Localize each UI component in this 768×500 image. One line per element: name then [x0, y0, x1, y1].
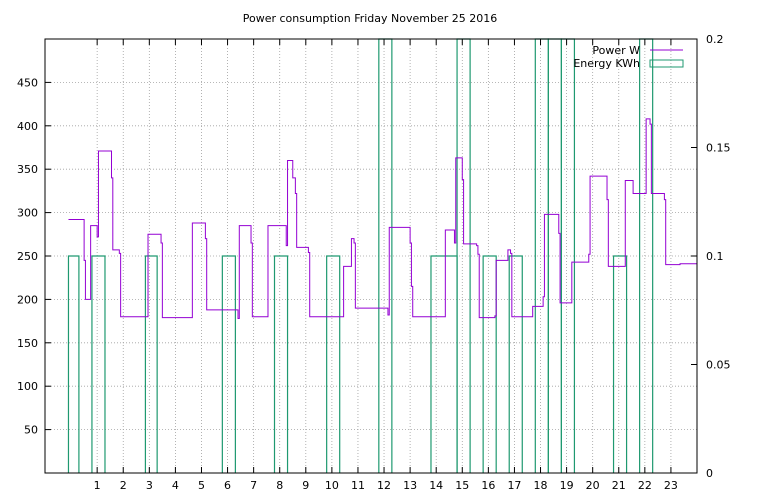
x-tick-label: 13: [403, 479, 417, 492]
x-tick-label: 11: [351, 479, 365, 492]
x-tick-label: 10: [325, 479, 339, 492]
chart-title: Power consumption Friday November 25 201…: [243, 12, 498, 25]
legend-label: Power W: [592, 44, 640, 57]
x-tick-label: 14: [429, 479, 443, 492]
x-tick-label: 18: [534, 479, 548, 492]
energy-box: [378, 38, 393, 473]
x-tick-label: 2: [120, 479, 127, 492]
y-tick-label: 200: [17, 293, 38, 306]
x-tick-label: 5: [198, 479, 205, 492]
x-tick-label: 20: [586, 479, 600, 492]
y-tick-label: 150: [17, 337, 38, 350]
y-tick-label: 250: [17, 250, 38, 263]
x-tick-label: 16: [481, 479, 495, 492]
power-line: [68, 118, 697, 319]
x-tick-label: 4: [172, 479, 179, 492]
x-tick-label: 12: [377, 479, 391, 492]
x-axis: 1 2 3 4 5 6 7 8 9 10 11 12 13 14 15 16 17 18 19 20 21 22 23: [94, 39, 678, 492]
legend-label: Energy KWh: [573, 57, 640, 70]
y2-tick-label: 0.1: [706, 250, 724, 263]
x-tick-label: 3: [146, 479, 153, 492]
energy-box: [326, 255, 341, 473]
energy-box: [144, 255, 158, 473]
x-tick-label: 15: [455, 479, 469, 492]
y-tick-label: 400: [17, 120, 38, 133]
energy-series: [67, 38, 654, 473]
energy-box: [547, 38, 562, 473]
y-tick-label: 450: [17, 76, 38, 89]
y2-tick-label: 0: [706, 467, 713, 480]
x-tick-label: 6: [224, 479, 231, 492]
y2-tick-label: 0.05: [706, 359, 731, 372]
y-tick-label: 100: [17, 380, 38, 393]
energy-box: [612, 255, 628, 473]
x-tick-label: 17: [507, 479, 521, 492]
energy-box: [430, 255, 458, 473]
x-tick-label: 23: [664, 479, 678, 492]
x-tick-label: 1: [94, 479, 101, 492]
legend-swatch-energy: [649, 59, 684, 68]
y2-tick-label: 0.2: [706, 33, 724, 46]
plot-border: [44, 38, 698, 474]
energy-box: [639, 38, 654, 473]
energy-box: [91, 255, 106, 473]
x-tick-label: 7: [250, 479, 257, 492]
energy-box: [508, 255, 523, 473]
y2-tick-label: 0.15: [706, 142, 731, 155]
x-tick-label: 19: [560, 479, 574, 492]
y-tick-label: 350: [17, 163, 38, 176]
y-tick-label: 300: [17, 207, 38, 220]
energy-box: [273, 255, 289, 473]
grid-lines: [45, 39, 697, 473]
x-tick-label: 8: [276, 479, 283, 492]
power-series: [68, 118, 697, 319]
y-axis: 50 100 150 200 250 300 350 400 450: [17, 76, 51, 437]
x-tick-label: 9: [302, 479, 309, 492]
energy-box: [221, 255, 236, 473]
energy-box: [482, 255, 497, 473]
energy-box: [67, 255, 80, 473]
x-tick-label: 22: [638, 479, 652, 492]
y2-axis: 0 0.05 0.1 0.15 0.2: [691, 33, 731, 480]
x-tick-label: 21: [612, 479, 626, 492]
y-tick-label: 50: [24, 424, 38, 437]
